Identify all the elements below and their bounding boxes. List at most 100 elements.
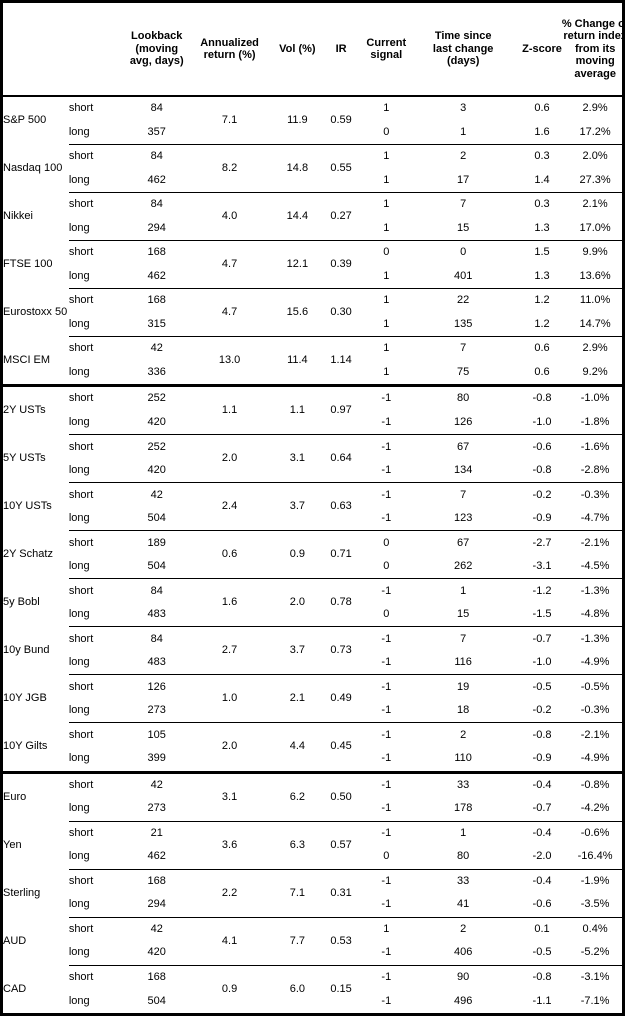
cell-zscore: -0.6 bbox=[532, 898, 552, 911]
cell-pct-change: 9.2% bbox=[582, 365, 608, 378]
cell-instrument: MSCI EM bbox=[3, 353, 51, 366]
cell-pct-change: 17.0% bbox=[579, 221, 611, 234]
col-header-annualized-return-label: Annualized return (%) bbox=[200, 36, 259, 62]
cell-term: long bbox=[68, 416, 90, 428]
table-row: long 504 0 262 -3.1 -4.5% bbox=[2, 555, 624, 579]
cell-instrument: Euro bbox=[1, 770, 69, 822]
cell-current-signal: -1 bbox=[381, 994, 392, 1007]
cell-pct-change: -16.4% bbox=[577, 850, 613, 863]
cell-time-since-change: 1 bbox=[410, 820, 516, 846]
table-row: CAD short 168 0.9 6.0 0.15 -1 90 -0.8 -3.1% bbox=[2, 964, 624, 1015]
cell-term: short bbox=[68, 868, 130, 894]
cell-zscore: 0.6 bbox=[515, 336, 569, 361]
cell-zscore: -0.9 bbox=[532, 512, 552, 525]
cell-annualized-return: 0.9 bbox=[184, 964, 275, 1015]
cell-term: short bbox=[68, 916, 130, 942]
cell-zscore: -1.2 bbox=[515, 578, 569, 603]
cell-pct-change: 9.9% bbox=[568, 240, 624, 265]
cell-time-since-change: 3 bbox=[460, 102, 467, 115]
cell-term: long bbox=[68, 802, 90, 815]
table-row: long 420 -1 126 -1.0 -1.8% bbox=[2, 411, 624, 435]
cell-time-since-change: 123 bbox=[453, 512, 473, 525]
cell-current-signal: 0 bbox=[383, 560, 390, 573]
cell-current-signal: 1 bbox=[383, 102, 390, 115]
cell-term: long bbox=[68, 946, 90, 959]
cell-annualized-return: 2.2 bbox=[184, 868, 275, 918]
cell-time-since-change: 80 bbox=[410, 384, 516, 411]
col-header-vol-label: Vol (%) bbox=[279, 42, 316, 55]
cell-current-signal: -1 bbox=[381, 416, 392, 428]
cell-annualized-return: 3.6 bbox=[184, 820, 275, 870]
cell-current-signal: -1 bbox=[381, 704, 392, 717]
cell-instrument: Eurostoxx 50 bbox=[3, 306, 68, 319]
col-header-pct-change: % Change of return index from its moving… bbox=[562, 1, 625, 97]
cell-instrument: Yen bbox=[3, 838, 22, 851]
cell-lookback: 273 bbox=[147, 704, 166, 717]
cell-instrument: 10y Bund bbox=[3, 644, 50, 657]
col-header-pct-change-label: % Change of return index from its moving… bbox=[561, 17, 625, 80]
cell-ir: 1.14 bbox=[319, 336, 363, 386]
cell-lookback: 252 bbox=[129, 384, 185, 411]
cell-pct-change: -3.1% bbox=[568, 964, 624, 990]
cell-instrument: FTSE 100 bbox=[3, 258, 53, 271]
cell-current-signal: -1 bbox=[381, 946, 392, 959]
cell-current-signal: 0 bbox=[383, 608, 390, 621]
cell-term: long bbox=[68, 221, 90, 234]
cell-vol: 2.0 bbox=[274, 578, 320, 627]
cell-pct-change: -0.3% bbox=[568, 482, 624, 507]
cell-current-signal: 1 bbox=[362, 144, 411, 169]
table-row: long 357 0 1 1.6 17.2% bbox=[2, 121, 624, 145]
cell-pct-change: 17.2% bbox=[579, 125, 611, 138]
cell-vol: 6.2 bbox=[274, 770, 320, 822]
cell-time-since-change: 22 bbox=[410, 288, 516, 313]
cell-current-signal: -1 bbox=[362, 868, 411, 894]
cell-pct-change: -0.5% bbox=[568, 674, 624, 699]
cell-current-signal: 1 bbox=[362, 916, 411, 942]
cell-time-since-change: 75 bbox=[457, 365, 470, 378]
cell-lookback: 168 bbox=[129, 240, 185, 265]
cell-pct-change: -0.3% bbox=[580, 704, 610, 717]
cell-term: short bbox=[68, 102, 94, 115]
cell-ir: 0.71 bbox=[319, 530, 363, 579]
cell-term: short bbox=[68, 192, 130, 217]
cell-term: long bbox=[68, 365, 90, 378]
cell-zscore: -0.4 bbox=[515, 868, 569, 894]
cell-vol: 12.1 bbox=[274, 240, 320, 289]
cell-zscore: -1.5 bbox=[532, 608, 552, 621]
cell-pct-change: -1.9% bbox=[568, 868, 624, 894]
cell-current-signal: 1 bbox=[383, 221, 390, 234]
cell-annualized-return: 2.4 bbox=[184, 482, 275, 531]
cell-term: long bbox=[68, 464, 90, 477]
col-header-lookback: Lookback (moving avg, days) bbox=[129, 1, 185, 97]
cell-term: short bbox=[68, 578, 130, 603]
cell-annualized-return: 1.6 bbox=[184, 578, 275, 627]
cell-instrument: S&P 500 bbox=[3, 114, 47, 127]
cell-lookback: 21 bbox=[129, 820, 185, 846]
cell-annualized-return: 3.1 bbox=[184, 770, 275, 822]
cell-annualized-return: 4.0 bbox=[184, 192, 275, 241]
cell-time-since-change: 7 bbox=[410, 192, 516, 217]
cell-lookback: 462 bbox=[147, 269, 166, 282]
cell-pct-change: -4.5% bbox=[580, 560, 610, 573]
cell-zscore: 1.3 bbox=[534, 269, 550, 282]
cell-vol: 0.9 bbox=[274, 530, 320, 579]
cell-annualized-return: 1.1 bbox=[184, 384, 275, 435]
cell-lookback: 252 bbox=[129, 434, 185, 459]
cell-zscore: -0.7 bbox=[515, 626, 569, 651]
cell-time-since-change: 178 bbox=[453, 802, 473, 815]
cell-ir: 0.59 bbox=[330, 114, 352, 127]
cell-lookback: 420 bbox=[147, 464, 166, 477]
cell-lookback: 357 bbox=[147, 125, 166, 138]
cell-pct-change: -0.8% bbox=[568, 770, 624, 798]
cell-time-since-change: 406 bbox=[453, 946, 473, 959]
cell-time-since-change: 7 bbox=[410, 482, 516, 507]
cell-vol: 3.7 bbox=[274, 626, 320, 675]
cell-term: short bbox=[68, 144, 130, 169]
cell-current-signal: -1 bbox=[362, 482, 411, 507]
cell-current-signal: 1 bbox=[383, 269, 390, 282]
cell-zscore: 0.6 bbox=[534, 102, 550, 115]
cell-instrument: 2Y Schatz bbox=[3, 548, 53, 561]
cell-zscore: -0.8 bbox=[532, 464, 552, 477]
cell-term: long bbox=[68, 850, 90, 863]
cell-zscore: 0.1 bbox=[515, 916, 569, 942]
